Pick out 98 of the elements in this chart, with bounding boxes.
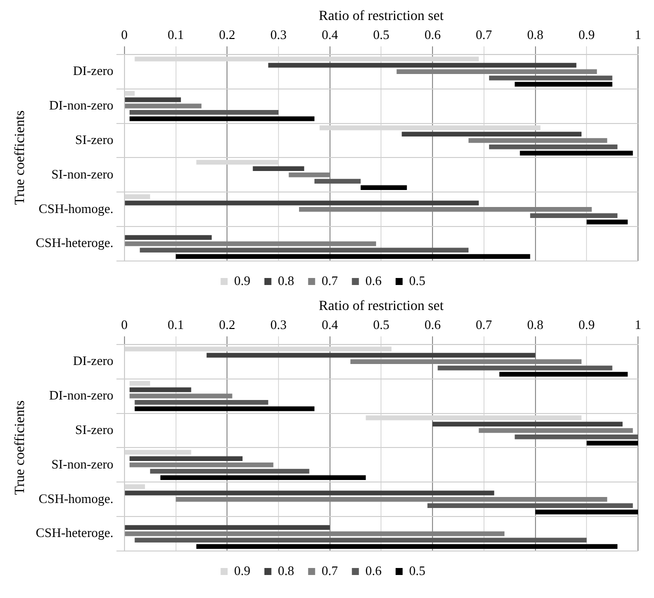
bar [160,475,366,480]
x-tick-label: 0.8 [527,27,544,42]
legend-label: 0.7 [322,562,338,578]
x-tick-label: 0 [121,317,128,332]
bar [176,496,608,502]
x-tick-label: 0.2 [219,317,236,332]
bar [530,213,618,218]
y-tick-label: DI-non-zero [49,387,114,402]
y-axis-title: True coefficients [13,400,28,495]
bar [130,394,232,398]
y-tick-label: SI-zero [75,132,114,147]
y-tick-label: CSH-heteroge. [36,235,114,250]
bar [586,440,638,446]
bar [124,104,202,108]
bar [252,166,304,171]
bar [150,468,310,474]
bar [124,194,150,200]
y-tick-label: DI-zero [72,353,114,368]
x-tick-label: 0.3 [270,27,287,42]
x-tick-label: 0.5 [373,27,390,42]
bar [176,254,530,259]
legend-label: 0.7 [322,272,338,288]
x-axis-title: Ratio of restriction set [318,299,444,314]
x-tick-label: 0.2 [219,27,236,42]
bar [134,406,314,412]
x-axis-title: Ratio of restriction set [318,9,444,24]
legend-label: 0.6 [365,272,382,288]
bar [140,248,469,252]
bar [427,503,633,508]
y-tick-label: CSH-homoge. [38,490,114,506]
bar [514,434,638,440]
bar [489,76,612,80]
bar [468,138,608,143]
x-tick-label: 1 [634,317,642,332]
x-tick-label: 0.9 [578,317,595,332]
bar [124,531,504,536]
bar [124,490,494,496]
bar [130,110,278,115]
y-tick-label: SI-non-zero [51,166,114,182]
legend-label: 0.8 [278,272,294,288]
x-tick-label: 0.4 [322,27,338,42]
legend-label: 0.6 [365,562,382,578]
bar [134,400,268,405]
bar [206,352,536,358]
bar [535,510,638,514]
bar [196,544,618,549]
bar [288,172,330,178]
legend-label: 0.5 [409,272,426,288]
bar [350,359,582,364]
bar [299,206,592,212]
x-tick-label: 0 [121,27,128,42]
bar [514,82,612,87]
y-tick-label: DI-non-zero [49,97,114,112]
legend-label: 0.8 [278,562,294,578]
bar [130,456,243,461]
bar [360,185,407,190]
bar [130,387,192,392]
x-tick-label: 0.3 [270,317,287,332]
x-tick-label: 0.5 [373,317,390,332]
x-tick-label: 1 [634,27,642,42]
bar [478,428,633,433]
x-tick-label: 0.6 [424,317,442,332]
y-tick-label: SI-zero [75,422,114,437]
bar [124,200,479,206]
x-tick-label: 0.4 [322,317,338,332]
x-tick-label: 0.1 [168,27,184,42]
bar [124,525,330,530]
x-tick-label: 0.7 [476,27,493,42]
bar [314,178,361,184]
y-axis-title: True coefficients [13,110,28,205]
bar [124,97,181,102]
bar [124,235,212,240]
y-tick-label: SI-non-zero [51,456,114,472]
bar [402,132,582,137]
y-tick-label: CSH-homoge. [38,200,114,216]
bar [520,150,633,156]
bar [124,484,145,490]
bar [124,241,376,246]
x-tick-label: 0.6 [424,27,442,42]
bar [586,220,628,224]
legend-label: 0.5 [409,562,426,578]
x-tick-label: 0.1 [168,317,184,332]
bar [499,372,628,377]
bar [130,462,274,468]
legend-label: 0.9 [234,562,250,578]
bar [438,366,612,370]
y-tick-label: CSH-heteroge. [36,525,114,540]
legend-label: 0.9 [234,272,250,288]
bar [130,116,314,122]
x-tick-label: 0.7 [476,317,493,332]
bar [396,69,597,74]
bar [489,144,618,150]
bar [432,422,623,427]
bar [134,538,587,542]
bar [268,62,576,68]
x-tick-label: 0.8 [527,317,544,332]
x-tick-label: 0.9 [578,27,595,42]
y-tick-label: DI-zero [72,63,114,78]
